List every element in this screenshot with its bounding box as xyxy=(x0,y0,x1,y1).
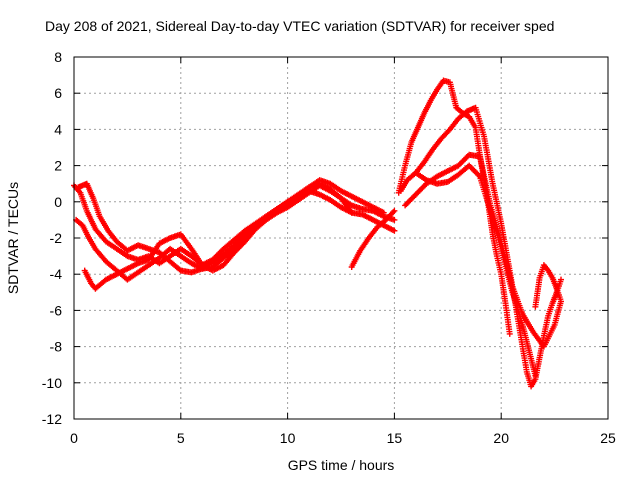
axis-ticks xyxy=(73,56,609,420)
y-tick-label: -12 xyxy=(42,411,62,427)
y-tick-label: 6 xyxy=(54,85,62,101)
y-tick-label: -10 xyxy=(42,375,62,391)
series-track-5 xyxy=(348,207,398,270)
marker-points xyxy=(348,207,398,270)
x-tick-label: 20 xyxy=(493,430,509,446)
y-tick-label: 4 xyxy=(54,121,62,137)
series-track-4 xyxy=(75,177,387,276)
series-track-9 xyxy=(412,162,539,379)
marker-points xyxy=(412,162,539,379)
marker-points xyxy=(395,77,513,337)
x-tick-label: 5 xyxy=(177,430,185,446)
y-tick-label: 2 xyxy=(54,158,62,174)
data-marks xyxy=(71,77,565,390)
y-tick-label: -4 xyxy=(50,266,63,282)
x-axis-title: GPS time / hours xyxy=(288,457,395,473)
x-tick-label: 10 xyxy=(280,430,296,446)
x-tick-label: 25 xyxy=(600,430,616,446)
y-tick-label: 8 xyxy=(54,49,62,65)
y-axis-title: SDTVAR / TECUs xyxy=(5,182,21,294)
y-tick-label: 0 xyxy=(54,194,62,210)
x-tick-label: 0 xyxy=(70,430,78,446)
chart-title: Day 208 of 2021, Sidereal Day-to-day VTE… xyxy=(45,18,555,34)
y-tick-label: -6 xyxy=(50,302,63,318)
marker-points xyxy=(75,177,387,276)
series-track-6 xyxy=(395,77,513,337)
x-tick-label: 15 xyxy=(387,430,403,446)
y-tick-label: -2 xyxy=(50,230,63,246)
y-tick-label: -8 xyxy=(50,339,63,355)
